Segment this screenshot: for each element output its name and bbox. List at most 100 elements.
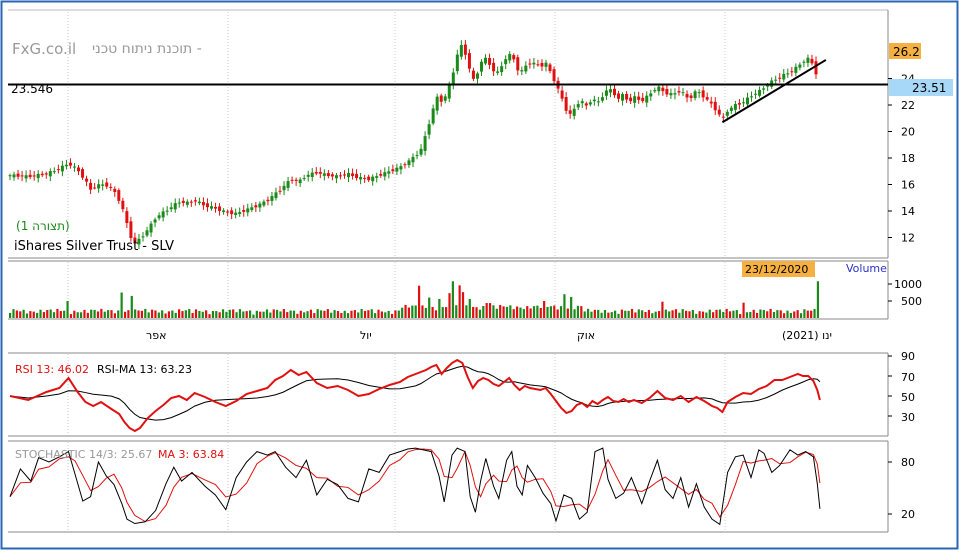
volume-bar [492, 305, 495, 318]
volume-bar [641, 310, 644, 318]
candle-body [572, 108, 576, 116]
candle-body [629, 97, 633, 102]
volume-bar [174, 312, 177, 318]
volume-bar [509, 305, 512, 318]
volume-bar [323, 310, 326, 318]
volume-bar [661, 301, 664, 318]
volume-bar [147, 312, 150, 318]
volume-bar [417, 285, 421, 318]
candle-body [467, 53, 471, 69]
volume-bar [810, 310, 813, 318]
volume-bar [292, 310, 296, 318]
candle-body [480, 61, 484, 72]
candle-body [395, 167, 399, 172]
volume-bar [482, 306, 485, 318]
volume-tick-1000: 1000 [894, 278, 922, 291]
candle-body [669, 93, 673, 96]
candle-body [351, 173, 355, 176]
volume-bar [123, 311, 127, 318]
candle-body [270, 196, 274, 201]
volume-bar [715, 309, 718, 318]
rsi-tick-90: 90 [901, 350, 915, 363]
volume-bar [597, 309, 600, 318]
volume-bar [181, 311, 184, 318]
volume-bar [580, 306, 583, 318]
candle-body [443, 96, 447, 101]
volume-bar [549, 306, 552, 318]
candle-body [306, 174, 310, 177]
volume-bar [536, 305, 539, 318]
volume-bar [232, 309, 235, 318]
volume-bar [583, 311, 586, 318]
volume-bar [252, 314, 255, 318]
candle-body [431, 108, 435, 124]
candle-body [733, 103, 737, 110]
candle-body [97, 184, 101, 189]
volume-bars [9, 281, 820, 318]
candle-body [246, 208, 250, 213]
date-tag-text: 23/12/2020 [745, 263, 808, 276]
candle-body [524, 65, 528, 72]
volume-bar [401, 307, 404, 318]
volume-bar [458, 285, 461, 318]
candle-body [633, 96, 637, 103]
volume-bar [289, 310, 292, 318]
volume-bar [134, 309, 137, 318]
candle-body [197, 201, 201, 204]
candle-body [193, 200, 197, 202]
candle-body [262, 201, 266, 206]
stochastic-tick-20: 20 [901, 508, 915, 521]
candle-body [125, 211, 129, 224]
volume-bar [347, 313, 350, 318]
candle-body [318, 172, 322, 174]
month-label-jan: ינו (2021) [782, 329, 832, 342]
candle-body [717, 109, 721, 115]
candle-body [129, 221, 133, 239]
volume-bar [529, 308, 532, 318]
candle-body [625, 94, 629, 100]
rsi-grid [67, 354, 892, 435]
volume-bar [769, 308, 772, 318]
volume-bar [695, 313, 698, 318]
candle-body [721, 116, 725, 118]
candle-body [814, 61, 818, 75]
volume-bar [103, 311, 106, 318]
candle-body [451, 72, 455, 85]
stochastic-line [9, 447, 821, 526]
candle-body [8, 175, 12, 177]
volume-bar [593, 309, 596, 318]
volume-bar [184, 310, 187, 318]
candle-body [592, 99, 596, 102]
candle-body [64, 164, 68, 167]
volume-bar [137, 310, 140, 318]
volume-bar [735, 310, 738, 318]
candle-body [230, 210, 234, 215]
volume-bar [36, 312, 39, 318]
candle-body [334, 175, 338, 179]
volume-bar [390, 313, 394, 318]
candle-body [347, 172, 351, 178]
volume-bar [732, 310, 735, 318]
candle-body [528, 63, 532, 65]
volume-bar [221, 309, 225, 318]
price-tick-label: 12 [901, 232, 915, 245]
volume-bar [502, 306, 505, 318]
candle-body [439, 95, 443, 102]
volume-bar [25, 313, 29, 318]
volume-bar [455, 305, 458, 318]
rsi-label: RSI 13: 46.02 [15, 363, 89, 376]
volume-bar [225, 311, 228, 318]
candle-body [729, 107, 733, 111]
candle-body [226, 211, 230, 213]
candle-body [459, 45, 463, 57]
candle-body [326, 173, 330, 177]
volume-bar [610, 312, 613, 318]
volume-bar [144, 308, 147, 318]
volume-bar [59, 311, 62, 318]
candle-body [568, 110, 572, 114]
volume-bar [107, 310, 110, 318]
candle-body [657, 86, 661, 92]
candle-body [697, 92, 701, 94]
rsi-tick-30: 30 [901, 411, 915, 424]
volume-bar [668, 311, 671, 318]
